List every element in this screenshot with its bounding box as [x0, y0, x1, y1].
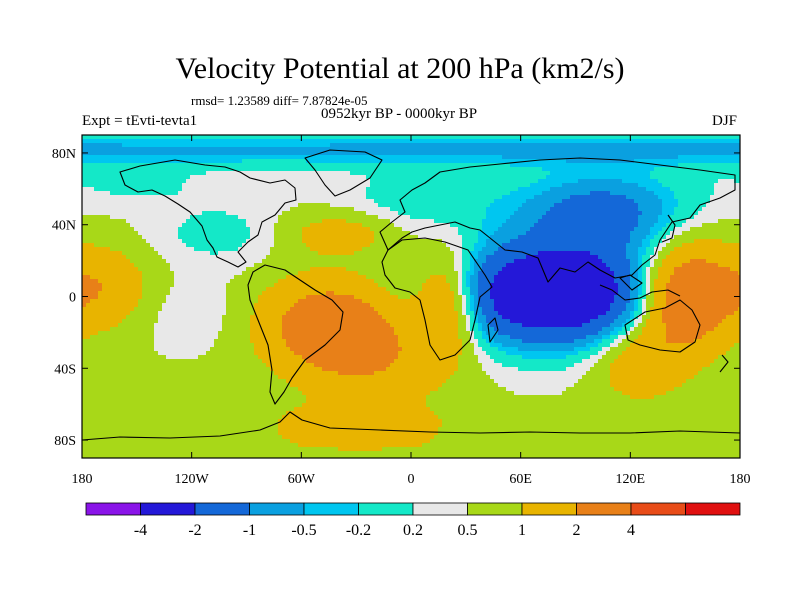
- experiment-label: Expt = tEvti-tevta1: [82, 113, 198, 129]
- y-tick-label-4: 80S: [54, 434, 76, 449]
- coast-australia: [624, 299, 701, 353]
- colorbar-swatch-5: [358, 502, 414, 516]
- colorbar-swatch-7: [467, 502, 523, 516]
- colorbar-label-9: 4: [627, 522, 635, 539]
- contour-field: [82, 135, 740, 458]
- y-tick-label-3: 40S: [54, 362, 76, 377]
- coast-maritime-continent: [599, 274, 681, 301]
- x-tick-label-4: 60E: [509, 472, 532, 487]
- period-label: 0952kyr BP - 0000kyr BP: [321, 106, 478, 122]
- colorbar-swatch-8: [521, 502, 577, 516]
- colorbar-swatch-3: [249, 502, 305, 516]
- colorbar: -4 -2 -1 -0.5 -0.2 0.2 0.5 1 2 4: [85, 502, 741, 539]
- coast-north-america: [119, 159, 297, 268]
- coast-south-america: [247, 264, 344, 405]
- colorbar-label-2: -1: [243, 522, 256, 539]
- coast-eurasia: [379, 157, 736, 283]
- y-tick-label-1: 40N: [52, 219, 76, 234]
- coast-new-zealand: [719, 354, 729, 373]
- colorbar-swatch-0: [85, 502, 141, 516]
- colorbar-swatch-4: [303, 502, 359, 516]
- coast-africa: [381, 237, 493, 361]
- colorbar-label-1: -2: [188, 522, 201, 539]
- y-tick-label-0: 80N: [52, 147, 76, 162]
- colorbar-label-0: -4: [134, 522, 147, 539]
- coast-madagascar: [487, 317, 499, 343]
- colorbar-label-7: 1: [518, 522, 526, 539]
- season-label: DJF: [712, 113, 738, 129]
- colorbar-label-4: -0.2: [346, 522, 371, 539]
- axes: 180 120W 60W 0 60E 120E 180 80N 40N 0 40S 80S: [52, 135, 751, 487]
- x-tick-label-2: 60W: [288, 472, 316, 487]
- colorbar-swatch-11: [685, 502, 741, 516]
- y-tick-label-2: 0: [69, 291, 76, 306]
- x-tick-label-5: 120E: [616, 472, 646, 487]
- colorbar-swatch-9: [576, 502, 632, 516]
- colorbar-swatch-1: [140, 502, 196, 516]
- colorbar-label-3: -0.5: [291, 522, 316, 539]
- coastlines: [82, 149, 740, 441]
- colorbar-label-5: 0.2: [403, 522, 423, 539]
- coast-greenland: [304, 149, 383, 197]
- colorbar-swatch-10: [630, 502, 686, 516]
- stats-label: rmsd= 1.23589 diff= 7.87824e-05: [191, 93, 368, 108]
- colorbar-label-6: 0.5: [458, 522, 478, 539]
- x-tick-label-6: 180: [730, 472, 751, 487]
- colorbar-swatch-6: [412, 502, 468, 516]
- colorbar-label-8: 2: [573, 522, 581, 539]
- x-tick-label-0: 180: [72, 472, 93, 487]
- coast-japan: [661, 214, 676, 243]
- chart-title: Velocity Potential at 200 hPa (km2/s): [175, 52, 625, 85]
- coast-antarctica: [82, 411, 740, 441]
- colorbar-swatch-2: [194, 502, 250, 516]
- x-tick-label-1: 120W: [175, 472, 210, 487]
- x-tick-label-3: 0: [408, 472, 415, 487]
